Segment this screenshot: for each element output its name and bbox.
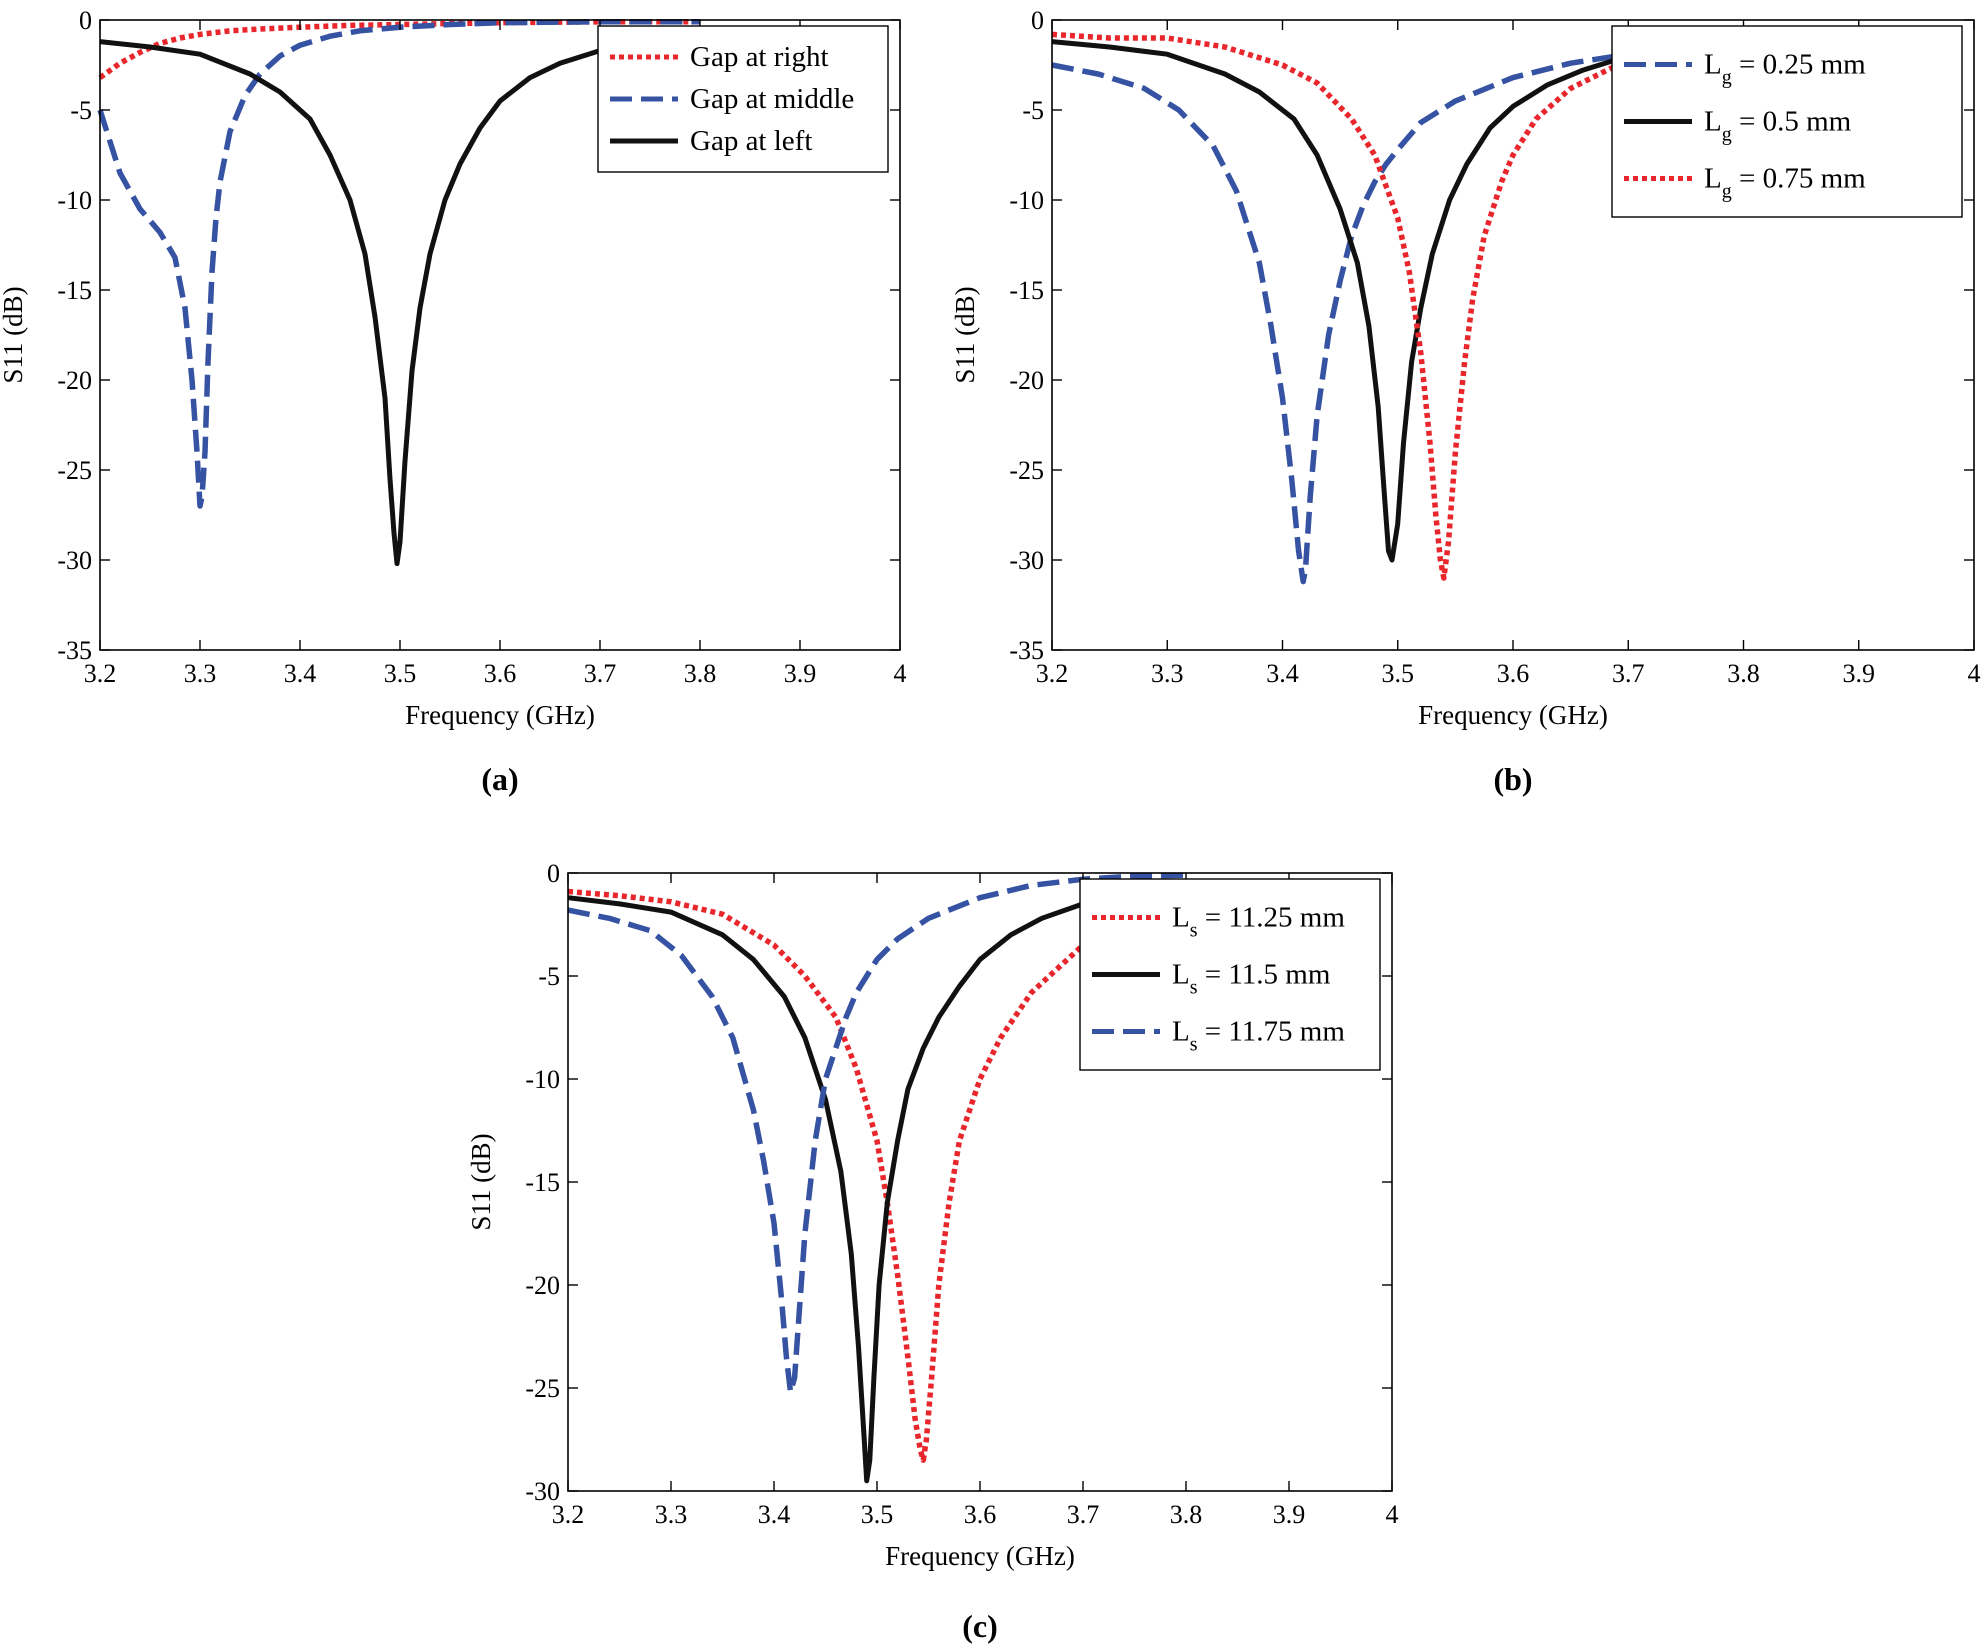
legend: Ls = 11.25 mm Ls = 11.5 mm Ls = 11.75 mm: [1079, 878, 1381, 1071]
legend: Lg = 0.25 mm Lg = 0.5 mm Lg = 0.75 mm: [1611, 25, 1963, 218]
y-tick-label: -5: [70, 96, 92, 125]
series-line-3: [567, 872, 1187, 1395]
y-tick-label: -35: [57, 636, 92, 665]
y-tick-label: -20: [1009, 366, 1044, 395]
panel-3: 3.2 3.3 3.4 3.5 3.6 3.7 3.8 3.9 4 0 -5 -10 -15 -20 -25…: [466, 859, 1399, 1644]
x-tick-label: 3.4: [284, 659, 317, 688]
y-tick-label: 0: [79, 6, 92, 35]
series-line-2: [567, 878, 1187, 1484]
x-tick-label: 3.7: [584, 659, 617, 688]
x-tick-label: 3.3: [1151, 659, 1184, 688]
y-tick-label: -30: [1009, 546, 1044, 575]
x-tick-label: 4: [1968, 659, 1981, 688]
y-tick-label: -5: [538, 962, 560, 991]
series-line-3: [99, 35, 701, 567]
y-tick-label: -15: [525, 1168, 560, 1197]
x-tick-label: 3.2: [1036, 659, 1069, 688]
y-tick-label: -35: [1009, 636, 1044, 665]
panel-2: 3.2 3.3 3.4 3.5 3.6 3.7 3.8 3.9 4 0 -5 -10 -15 -20 -25…: [950, 6, 1981, 797]
x-tick-label: 3.6: [1497, 659, 1530, 688]
legend-entry: Ls = 11.75 mm: [1172, 1016, 1345, 1056]
y-tick-label: -20: [525, 1271, 560, 1300]
x-tick-label: 3.9: [784, 659, 817, 688]
series-line-2: [1051, 39, 1630, 563]
x-axis-label: Frequency (GHz): [405, 700, 595, 730]
y-tick-label: -10: [1009, 186, 1044, 215]
y-axis-label: S11 (dB): [950, 286, 980, 383]
legend-entry: Ls = 11.5 mm: [1172, 959, 1331, 999]
x-axis-label: Frequency (GHz): [885, 1541, 1075, 1571]
x-tick-label: 3.5: [1382, 659, 1415, 688]
y-tick-label: -10: [525, 1065, 560, 1094]
x-tick-label: 3.4: [1266, 659, 1299, 688]
panel-label: (c): [962, 1608, 998, 1644]
legend-entry: Gap at left: [690, 125, 812, 157]
panel-label: (a): [481, 761, 518, 797]
y-tick-label: -30: [57, 546, 92, 575]
legend-entry: Lg = 0.5 mm: [1704, 106, 1852, 146]
x-axis-label: Frequency (GHz): [1418, 700, 1608, 730]
x-tick-label: 3.5: [384, 659, 417, 688]
x-tick-label: 4: [1386, 1500, 1399, 1529]
y-tick-label: 0: [1031, 6, 1044, 35]
legend-entry: Gap at right: [690, 41, 829, 73]
series-line-1: [1051, 51, 1629, 585]
series-line-3: [1051, 31, 1630, 581]
y-tick-label: -15: [1009, 276, 1044, 305]
y-tick-label: -20: [57, 366, 92, 395]
y-tick-label: -30: [525, 1477, 560, 1506]
y-tick-label: -25: [1009, 456, 1044, 485]
y-tick-label: -10: [57, 186, 92, 215]
x-tick-label: 3.6: [484, 659, 517, 688]
x-tick-label: 3.9: [1273, 1500, 1306, 1529]
y-axis-label: S11 (dB): [0, 286, 28, 383]
x-tick-label: 3.8: [684, 659, 717, 688]
x-tick-label: 3.7: [1067, 1500, 1100, 1529]
y-axis-label: S11 (dB): [466, 1133, 496, 1230]
legend-entry: Lg = 0.75 mm: [1704, 163, 1866, 203]
legend-entry: Lg = 0.25 mm: [1704, 49, 1866, 89]
y-tick-label: -15: [57, 276, 92, 305]
x-tick-label: 3.9: [1843, 659, 1876, 688]
x-tick-label: 4: [894, 659, 907, 688]
y-tick-label: 0: [547, 859, 560, 888]
y-tick-label: -5: [1022, 96, 1044, 125]
series-line-2: [97, 19, 700, 509]
y-tick-label: -25: [525, 1374, 560, 1403]
x-tick-label: 3.7: [1612, 659, 1645, 688]
x-tick-label: 3.5: [861, 1500, 894, 1529]
x-tick-label: 3.8: [1727, 659, 1760, 688]
x-tick-label: 3.6: [964, 1500, 997, 1529]
panel-label: (b): [1493, 761, 1532, 797]
x-tick-label: 3.3: [184, 659, 217, 688]
x-tick-label: 3.8: [1170, 1500, 1203, 1529]
x-tick-label: 3.2: [552, 1500, 585, 1529]
x-tick-label: 3.2: [84, 659, 117, 688]
y-tick-label: -25: [57, 456, 92, 485]
x-tick-label: 3.3: [655, 1500, 688, 1529]
legend-entry: Ls = 11.25 mm: [1172, 902, 1345, 942]
series-line-1: [567, 888, 1187, 1463]
x-tick-label: 3.4: [758, 1500, 791, 1529]
legend-entry: Gap at middle: [690, 83, 854, 115]
panel-1: 3.2 3.3 3.4 3.5 3.6 3.7 3.8 3.9 4 0 -5 -10 -15 -20 -25…: [0, 6, 907, 797]
legend: Gap at right Gap at middle Gap at left: [597, 25, 889, 173]
